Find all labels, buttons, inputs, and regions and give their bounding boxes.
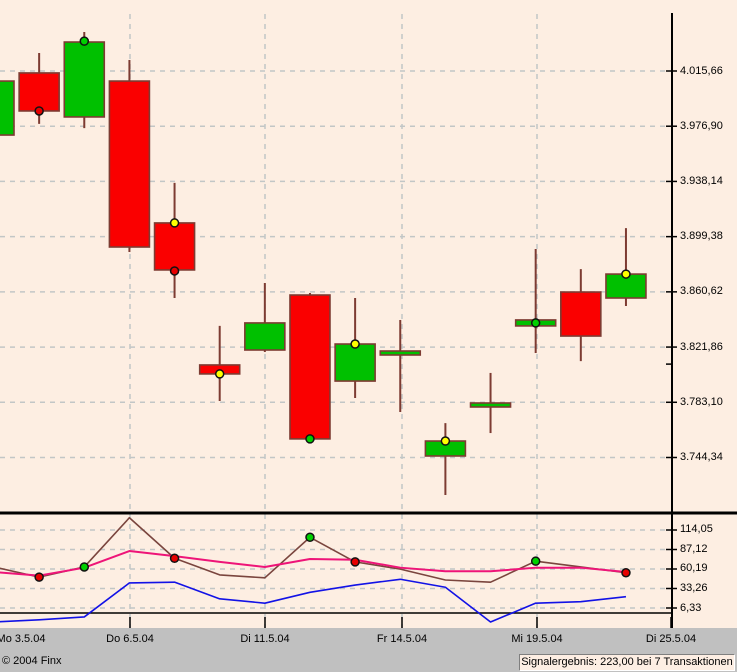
x-axis-label: Do 6.5.04 <box>106 633 154 645</box>
indicator-axis-label: 33,26 <box>680 581 708 594</box>
price-axis-label: 3.976,90 <box>680 119 723 132</box>
average-line <box>0 550 627 577</box>
candle-body <box>18 72 60 112</box>
x-axis-label: Di 25.5.04 <box>645 633 697 645</box>
candle-body <box>244 322 286 351</box>
candle-signal-marker <box>350 339 360 349</box>
price-axis-label: 3.744,34 <box>680 450 723 463</box>
transaction-marker <box>79 562 90 572</box>
candle-signal-marker <box>34 106 44 116</box>
candle-signal-marker <box>440 436 451 446</box>
candle-signal-marker <box>621 269 631 279</box>
signal-result-statusbox: Signalergebnis: 223,00 bei 7 Transaktion… <box>519 654 735 671</box>
indicator-axis-label: 114,05 <box>680 523 713 536</box>
candle-body <box>469 402 512 408</box>
x-axis-label: Mi 19.5.04 <box>511 633 563 645</box>
candle-body <box>0 80 15 136</box>
x-axis-label: Mo 3.5.04 <box>0 633 46 645</box>
candle-signal-marker <box>530 318 541 328</box>
candle-body <box>334 343 376 382</box>
transaction-marker <box>34 572 44 582</box>
transaction-marker <box>305 532 315 543</box>
candle-body <box>289 294 331 440</box>
indicator-axis-label: 87,12 <box>680 542 708 555</box>
copyright-text: © 2004 Finx <box>2 655 62 667</box>
candle-signal-marker <box>79 36 90 46</box>
price-axis-label: 4.015,66 <box>680 64 723 77</box>
signal-result-text: Signalergebnis: 223,00 bei 7 Transaktion… <box>521 656 733 668</box>
x-axis-label: Di 11.5.04 <box>240 633 290 645</box>
candle-body <box>379 350 422 356</box>
price-axis-label: 3.783,10 <box>680 395 723 408</box>
transaction-marker <box>169 553 180 564</box>
transaction-marker <box>621 568 631 578</box>
x-axis-label: Fr 14.5.04 <box>376 633 428 645</box>
chart-canvas[interactable] <box>0 0 737 628</box>
transaction-marker <box>530 556 541 566</box>
transaction-marker <box>350 557 360 567</box>
candle-signal-marker <box>169 218 180 228</box>
price-axis-label: 3.821,86 <box>680 340 723 353</box>
price-axis-label: 3.899,38 <box>680 230 723 243</box>
indicator-axis-label: 60,19 <box>680 562 708 575</box>
candle-signal-marker <box>305 434 315 444</box>
candle-body <box>108 80 151 248</box>
candle-signal-marker <box>214 369 225 379</box>
candle-signal-marker <box>169 266 180 276</box>
oscillator-line <box>0 578 627 623</box>
price-axis-label: 3.860,62 <box>680 285 723 298</box>
candle-body <box>560 291 602 337</box>
price-axis-label: 3.938,14 <box>680 174 723 187</box>
candle-body <box>63 41 106 118</box>
indicator-axis-label: 6,33 <box>680 601 702 614</box>
candle-body <box>153 222 196 271</box>
